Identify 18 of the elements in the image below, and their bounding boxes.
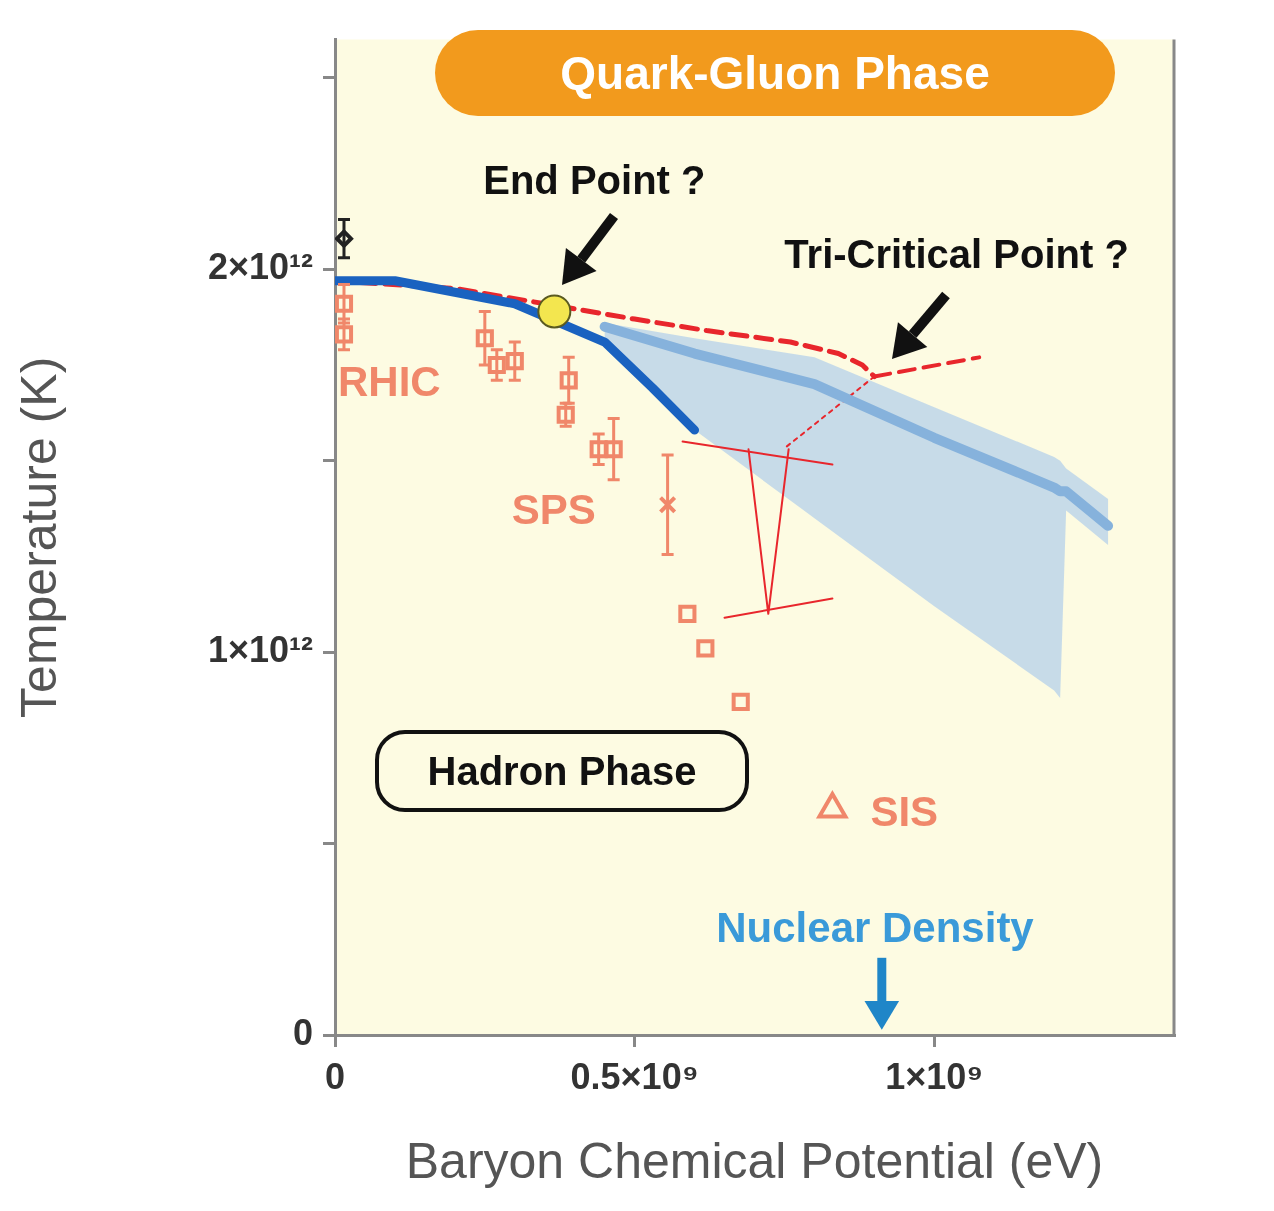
y-tick-label: 2×10¹² xyxy=(207,246,313,288)
series-label: SIS xyxy=(870,788,939,836)
pill-label: Quark-Gluon Phase xyxy=(435,30,1115,116)
x-tick-label: 0 xyxy=(324,1055,346,1097)
x-tick-label: 0.5×10⁹ xyxy=(570,1055,699,1097)
annotation: Nuclear Density xyxy=(716,903,1035,951)
x-axis-title: Baryon Chemical Potential (eV) xyxy=(405,1132,1104,1189)
y-tick-label: 1×10¹² xyxy=(207,629,313,671)
y-tick-label: 0 xyxy=(292,1011,313,1053)
annotation: End Point ? xyxy=(483,158,706,203)
rounded-label: Hadron Phase xyxy=(375,730,749,812)
annotation: Hadron Phase xyxy=(427,748,697,794)
annotation: Quark-Gluon Phase xyxy=(560,46,990,100)
series-label: RHIC xyxy=(337,357,441,405)
series-label: SPS xyxy=(511,486,596,534)
y-axis-title: Temperature (K) xyxy=(10,356,67,718)
annotation: Tri-Critical Point ? xyxy=(784,231,1129,276)
x-tick-label: 1×10⁹ xyxy=(885,1055,984,1097)
